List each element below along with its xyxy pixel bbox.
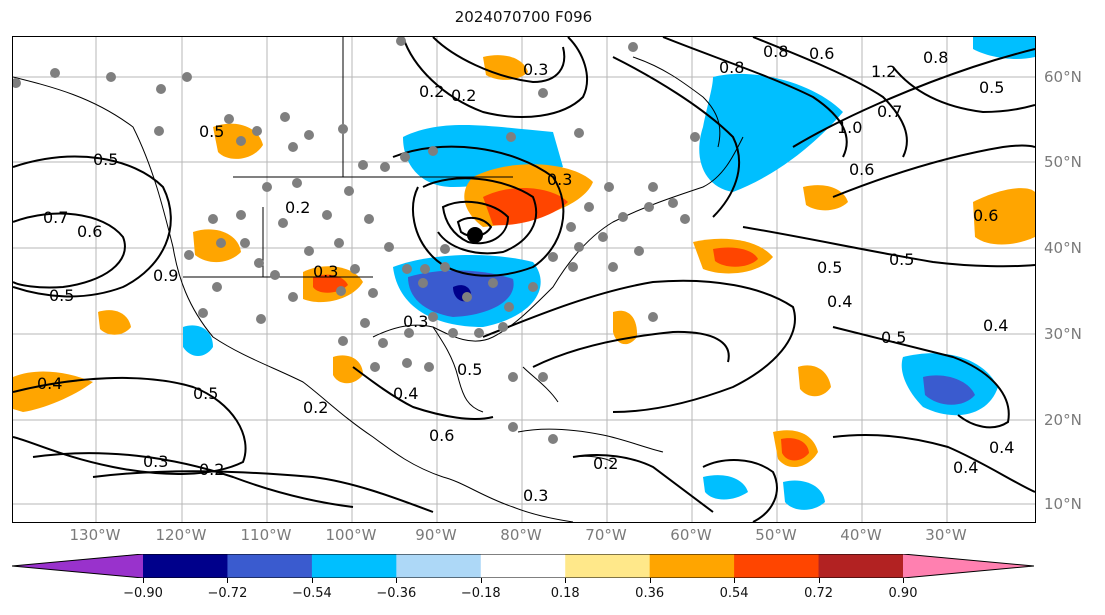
lon-label-30w: 30°W bbox=[925, 526, 967, 544]
colorbar-tick bbox=[311, 578, 313, 583]
map-frame: 0.5 0.7 0.6 0.5 0.4 0.5 0.3 0.2 0.3 0.4 … bbox=[12, 36, 1036, 523]
colorbar-tick-label: 0.36 bbox=[635, 586, 665, 601]
colorbar-svg bbox=[11, 553, 1035, 579]
station-dots bbox=[13, 37, 700, 444]
contour-label: 0.5 bbox=[889, 250, 914, 269]
lon-label-50w: 50°W bbox=[755, 526, 797, 544]
anomaly-shading bbox=[13, 37, 1035, 510]
colorbar-tick-label: −0.90 bbox=[123, 586, 163, 601]
colorbar-segment bbox=[396, 554, 482, 578]
contour-label: 0.2 bbox=[451, 86, 476, 105]
contour-label: 0.5 bbox=[457, 360, 482, 379]
contour-label: 0.4 bbox=[393, 384, 418, 403]
map-canvas: 0.5 0.7 0.6 0.5 0.4 0.5 0.3 0.2 0.3 0.4 … bbox=[13, 37, 1035, 522]
contour-label: 0.3 bbox=[523, 486, 548, 505]
lon-label-80w: 80°W bbox=[500, 526, 542, 544]
contour-label: 0.6 bbox=[77, 222, 102, 241]
colorbar-tick bbox=[143, 578, 144, 583]
lon-label-120w: 120°W bbox=[155, 526, 207, 544]
contour-label: 0.6 bbox=[973, 206, 998, 225]
lon-label-130w: 130°W bbox=[69, 526, 121, 544]
contour-labels: 0.5 0.7 0.6 0.5 0.4 0.5 0.3 0.2 0.3 0.4 … bbox=[37, 42, 1014, 505]
contour-label: 0.8 bbox=[763, 42, 788, 61]
colorbar-tick bbox=[480, 578, 482, 583]
lat-label-20n: 20°N bbox=[1044, 411, 1082, 429]
colorbar-tick bbox=[903, 578, 904, 583]
colorbar-tick-label: 0.54 bbox=[719, 586, 749, 601]
colorbar-segment bbox=[818, 554, 904, 578]
contour-label: 0.4 bbox=[827, 292, 852, 311]
colorbar-tick-label: 0.72 bbox=[804, 586, 834, 601]
contour-label: 0.5 bbox=[93, 150, 118, 169]
contour-label: 0.2 bbox=[199, 460, 224, 479]
lat-label-50n: 50°N bbox=[1044, 153, 1082, 171]
coastlines bbox=[13, 37, 744, 522]
colorbar-tick bbox=[734, 578, 736, 583]
colorbar-segment bbox=[311, 554, 397, 578]
colorbar-tick bbox=[649, 578, 651, 583]
contour-label: 0.2 bbox=[285, 198, 310, 217]
colorbar-extend-right bbox=[903, 554, 1034, 578]
contour-label: 0.7 bbox=[877, 102, 902, 121]
contour-label: 0.3 bbox=[313, 262, 338, 281]
contour-label: 0.3 bbox=[523, 60, 548, 79]
contour-label: 0.8 bbox=[923, 48, 948, 67]
contour-label: 0.5 bbox=[49, 286, 74, 305]
contour-label: 0.8 bbox=[719, 58, 744, 77]
contour-label: 0.6 bbox=[429, 426, 454, 445]
contour-label: 0.5 bbox=[979, 78, 1004, 97]
colorbar-segment bbox=[227, 554, 313, 578]
contour-label: 0.4 bbox=[953, 458, 978, 477]
contour-label: 0.2 bbox=[593, 454, 618, 473]
contour-label: 0.5 bbox=[881, 328, 906, 347]
contour-label: 0.2 bbox=[419, 82, 444, 101]
colorbar-tick bbox=[227, 578, 229, 583]
lat-label-10n: 10°N bbox=[1044, 495, 1082, 513]
colorbar bbox=[11, 553, 1035, 579]
contour-label: 1.2 bbox=[871, 62, 896, 81]
contour-label: 0.3 bbox=[547, 170, 572, 189]
map-title: 2024070700 F096 bbox=[454, 8, 593, 26]
colorbar-segment bbox=[649, 554, 735, 578]
colorbar-segment bbox=[143, 554, 228, 578]
contour-label: 0.5 bbox=[193, 384, 218, 403]
contour-label: 0.4 bbox=[37, 374, 62, 393]
contour-label: 0.5 bbox=[817, 258, 842, 277]
contour-label: 0.6 bbox=[849, 160, 874, 179]
contour-label: 0.9 bbox=[153, 266, 178, 285]
lon-label-70w: 70°W bbox=[585, 526, 627, 544]
colorbar-tick-label: −0.36 bbox=[376, 586, 417, 601]
contour-label: 0.5 bbox=[199, 122, 224, 141]
contour-lines bbox=[13, 37, 1035, 522]
colorbar-segment bbox=[565, 554, 651, 578]
colorbar-tick-label: −0.54 bbox=[291, 586, 332, 601]
colorbar-tick-label: −0.18 bbox=[460, 586, 501, 601]
colorbar-segment bbox=[480, 554, 566, 578]
colorbar-segment bbox=[734, 554, 820, 578]
lon-label-100w: 100°W bbox=[325, 526, 377, 544]
colorbar-tick-label: 0.90 bbox=[888, 586, 918, 601]
lat-label-60n: 60°N bbox=[1044, 68, 1082, 86]
colorbar-tick-label: 0.18 bbox=[550, 586, 580, 601]
colorbar-tick bbox=[818, 578, 820, 583]
contour-label: 0.2 bbox=[303, 398, 328, 417]
lon-label-40w: 40°W bbox=[840, 526, 882, 544]
lon-label-90w: 90°W bbox=[415, 526, 457, 544]
colorbar-extend-left bbox=[12, 554, 143, 578]
lon-label-60w: 60°W bbox=[670, 526, 712, 544]
low-center-marker bbox=[467, 227, 483, 243]
contour-label: 0.3 bbox=[143, 452, 168, 471]
lon-label-110w: 110°W bbox=[240, 526, 292, 544]
colorbar-tick-label: −0.72 bbox=[207, 586, 248, 601]
colorbar-tick bbox=[565, 578, 567, 583]
contour-label: 1.0 bbox=[837, 118, 862, 137]
contour-label: 0.6 bbox=[809, 44, 834, 63]
lat-label-40n: 40°N bbox=[1044, 239, 1082, 257]
contour-label: 0.4 bbox=[989, 438, 1014, 457]
lat-label-30n: 30°N bbox=[1044, 325, 1082, 343]
contour-label: 0.4 bbox=[983, 316, 1008, 335]
contour-label: 0.3 bbox=[403, 312, 428, 331]
colorbar-tick bbox=[396, 578, 398, 583]
contour-label: 0.7 bbox=[43, 208, 68, 227]
